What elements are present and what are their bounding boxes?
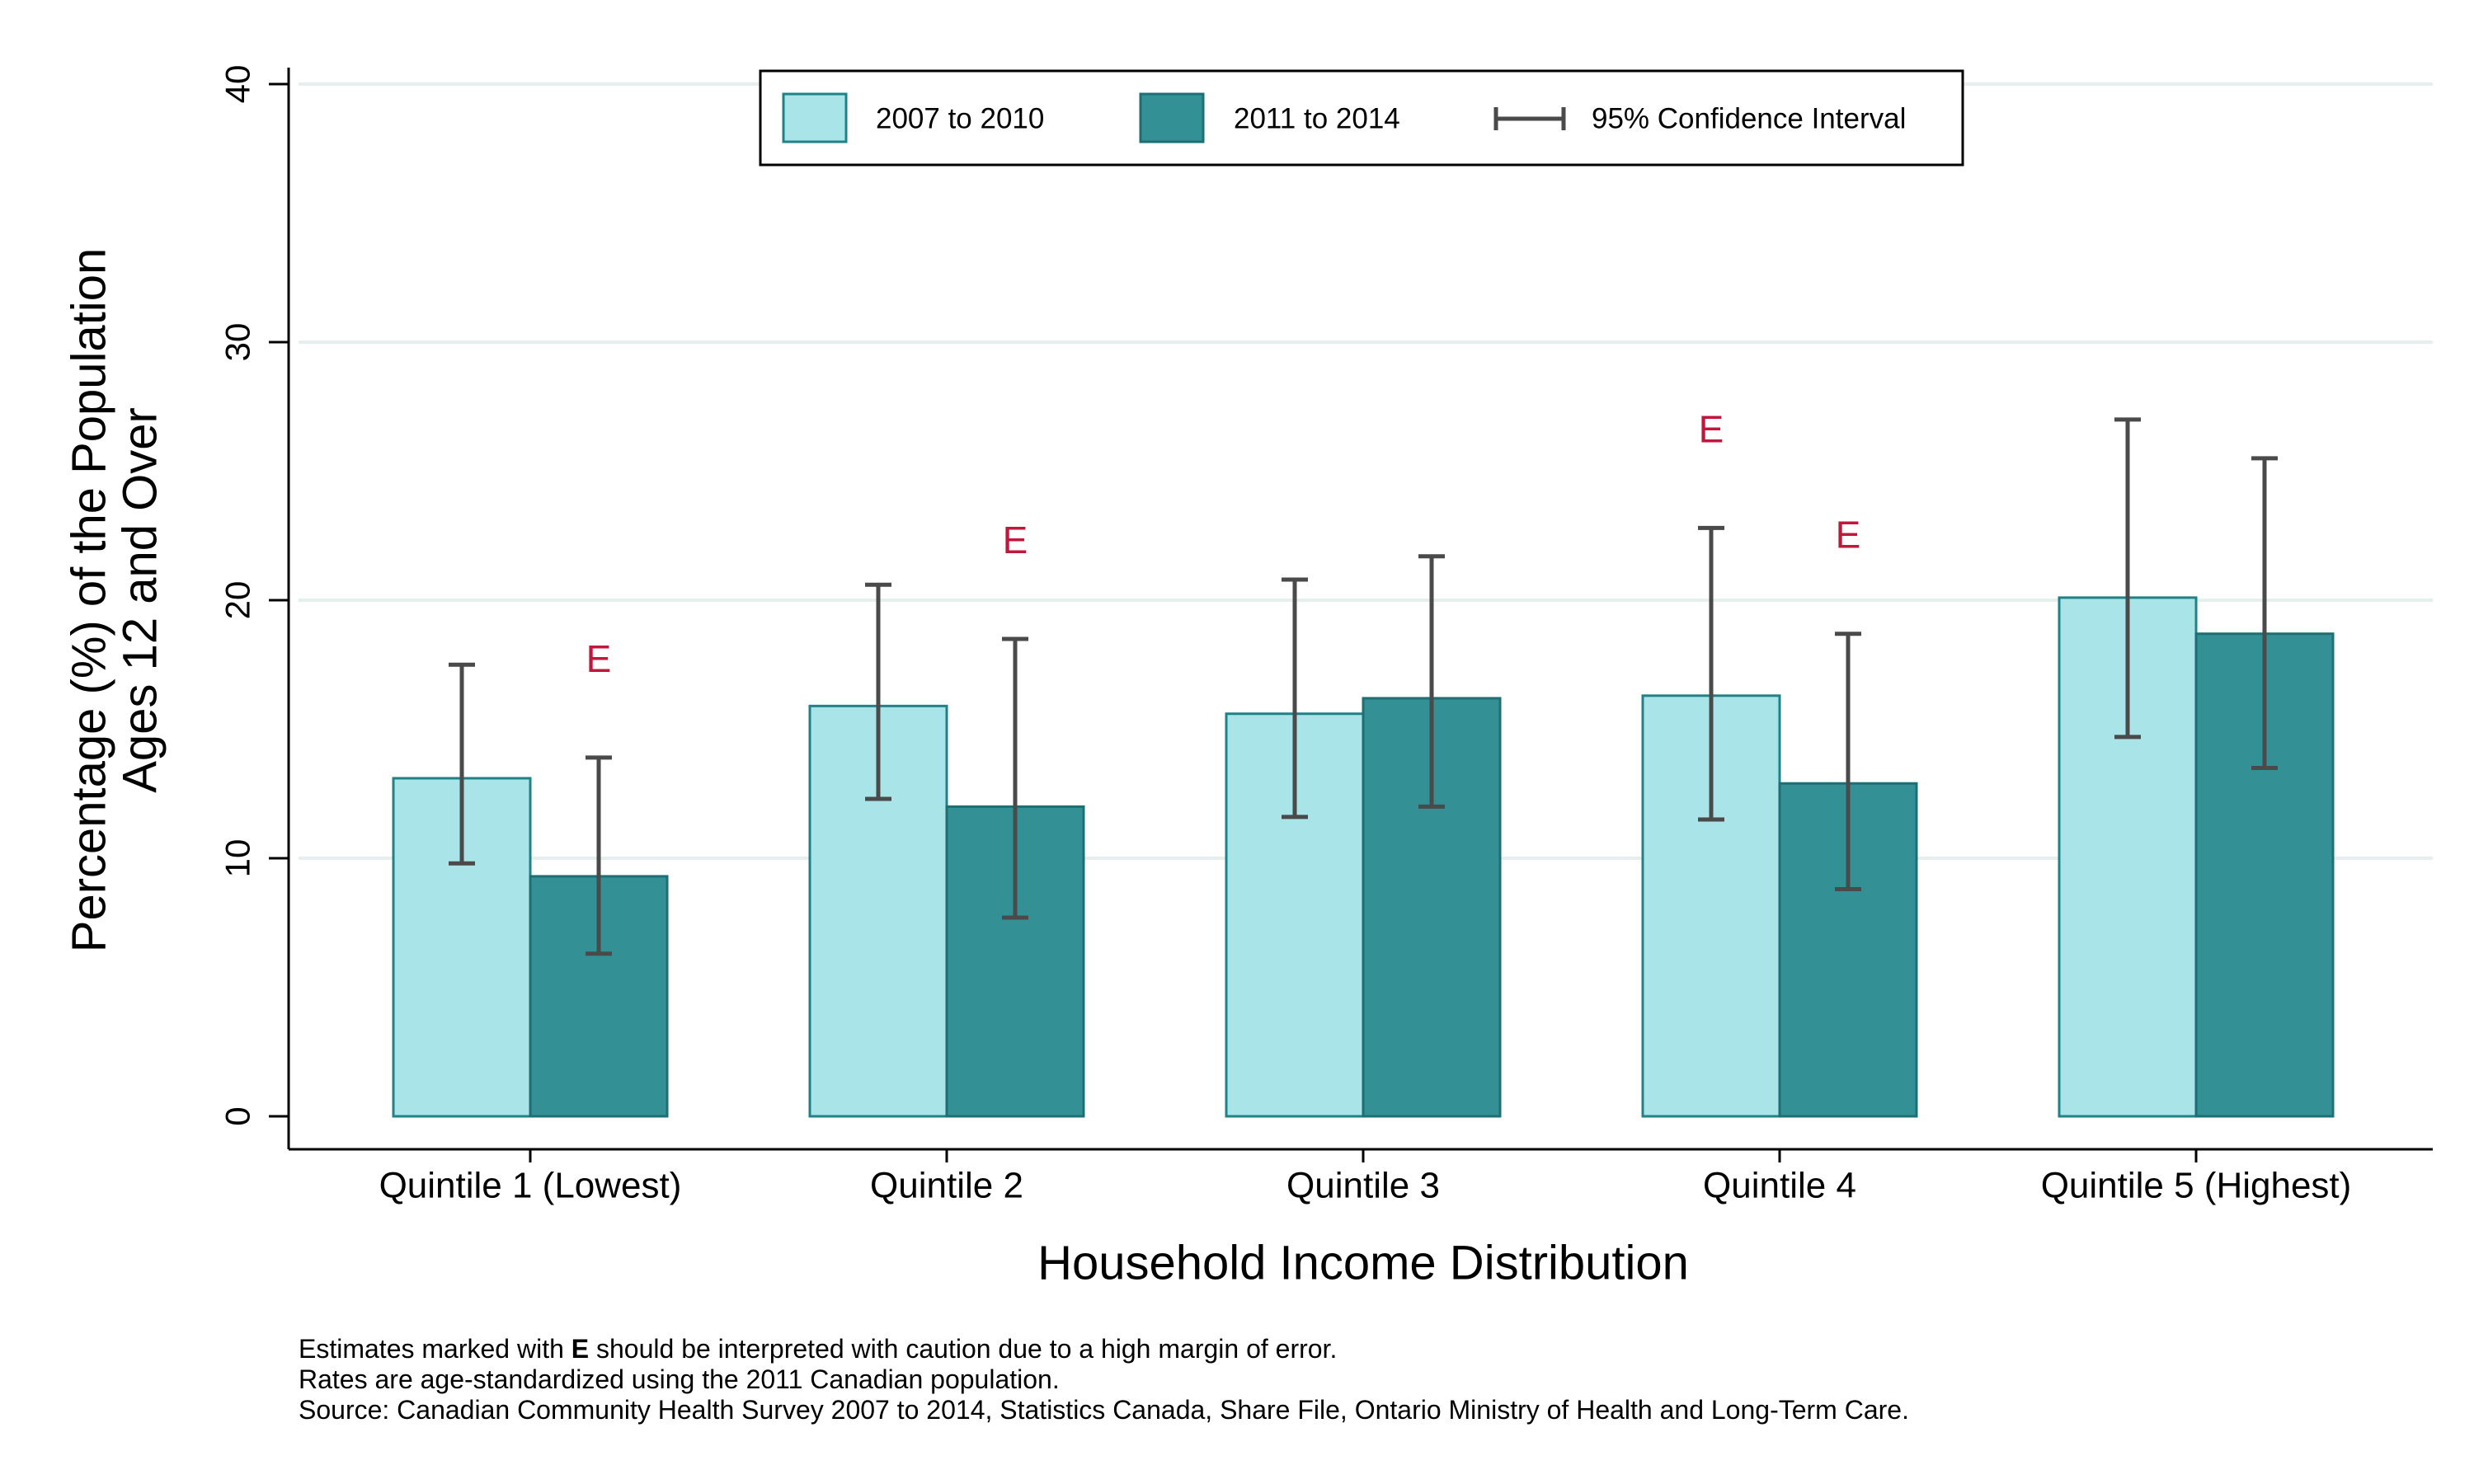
x-axis-title: Household Income Distribution xyxy=(1037,1237,1689,1290)
footnote-caution-text: Estimates marked with xyxy=(299,1334,571,1364)
footnote-caution: Estimates marked with E should be interp… xyxy=(299,1334,1909,1364)
estimate-flag-2-4: E xyxy=(1836,514,1861,556)
legend-box xyxy=(759,69,1964,167)
footnote-source: Source: Canadian Community Health Survey… xyxy=(299,1395,1909,1425)
legend-label-2: 2011 to 2014 xyxy=(1234,103,1400,135)
footnote-standardization: Rates are age-standardized using the 201… xyxy=(299,1364,1060,1394)
footnotes: Estimates marked with E should be interp… xyxy=(299,1334,1909,1425)
y-tick-label-40: 40 xyxy=(219,65,257,104)
x-tick-label-3: Quintile 3 xyxy=(1286,1166,1440,1206)
y-tick-label-0: 0 xyxy=(219,1106,257,1125)
legend-swatch-1 xyxy=(782,92,848,143)
estimate-flag-2-2: E xyxy=(1003,519,1028,561)
x-tick-label-2: Quintile 2 xyxy=(870,1166,1023,1206)
y-tick-label-10: 10 xyxy=(219,839,257,878)
legend-label-ci: 95% Confidence Interval xyxy=(1592,103,1906,135)
x-tick-label-4: Quintile 4 xyxy=(1703,1166,1856,1206)
footnote-caution-flag: E xyxy=(571,1334,590,1364)
x-tick-label-1: Quintile 1 (Lowest) xyxy=(379,1166,682,1206)
legend-label-1: 2007 to 2010 xyxy=(876,103,1044,135)
y-axis-title-line-2: Ages 12 and Over xyxy=(114,407,167,793)
y-axis-title-line-1: Percentage (%) of the Population xyxy=(63,248,116,952)
footnote-caution-text-end: should be interpreted with caution due t… xyxy=(589,1334,1338,1364)
y-tick-label-30: 30 xyxy=(219,323,257,362)
estimate-flag-2-1: E xyxy=(586,637,612,680)
x-tick-label-5: Quintile 5 (Highest) xyxy=(2041,1166,2352,1206)
estimate-flag-1-4: E xyxy=(1699,407,1724,450)
y-tick-label-20: 20 xyxy=(219,581,257,620)
legend-swatch-2 xyxy=(1139,92,1205,143)
